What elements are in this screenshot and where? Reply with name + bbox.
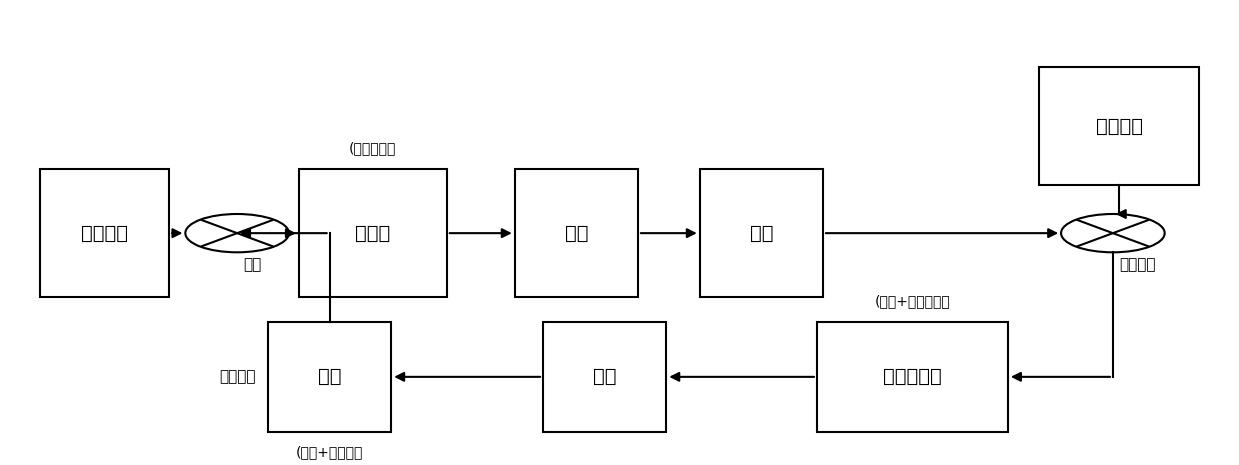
Text: 耦合动力学: 耦合动力学: [883, 367, 942, 386]
Text: 测角误差: 测角误差: [219, 369, 255, 385]
Bar: [817, 322, 1009, 432]
Bar: [40, 169, 170, 297]
Text: 干扰力矩: 干扰力矩: [1095, 116, 1142, 135]
Text: 控制力矩: 控制力矩: [1119, 257, 1156, 272]
Text: 延迟: 延迟: [565, 224, 589, 243]
Text: (星体+太阳帆板）: (星体+太阳帆板）: [875, 294, 950, 308]
Bar: [514, 169, 638, 297]
Text: 定姿: 定姿: [318, 367, 342, 386]
Text: 太阳捕获: 太阳捕获: [81, 224, 128, 243]
Bar: [700, 169, 823, 297]
Text: (磁力矩器）: (磁力矩器）: [349, 142, 396, 156]
Text: 卫星: 卫星: [750, 224, 773, 243]
Text: 角度: 角度: [243, 257, 261, 272]
Text: 控制器: 控制器: [356, 224, 390, 243]
Bar: [543, 322, 667, 432]
Text: 积分: 积分: [593, 367, 617, 386]
Bar: [1038, 66, 1199, 185]
Text: (太敏+磁强计）: (太敏+磁强计）: [296, 445, 363, 459]
Bar: [299, 169, 447, 297]
Bar: [268, 322, 392, 432]
